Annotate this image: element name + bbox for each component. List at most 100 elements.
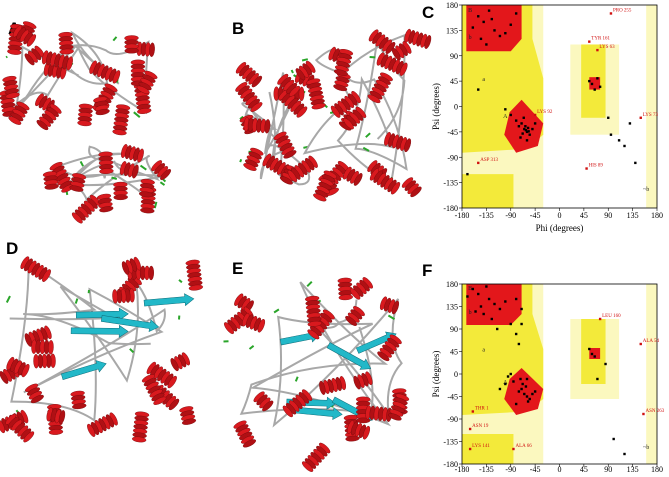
helix (388, 393, 410, 421)
helix (379, 296, 400, 315)
helix (141, 374, 167, 405)
allowed-regions (462, 5, 657, 208)
residue-point (520, 122, 523, 125)
helix-turn (223, 322, 234, 335)
outlier-point (585, 167, 588, 170)
residue-point (498, 307, 502, 311)
y-tick-label: 180 (446, 1, 458, 10)
helix (112, 104, 131, 136)
residue-point (519, 377, 522, 381)
y-tick-label: 180 (446, 280, 458, 289)
residue-point (471, 287, 475, 291)
helix-turn (149, 42, 155, 57)
helix-turn (343, 118, 354, 130)
residue-point (487, 297, 491, 301)
residue-point (528, 397, 531, 401)
helix (243, 147, 264, 171)
helix-turn (282, 405, 293, 418)
helix-turn (283, 150, 297, 159)
residue-point (474, 310, 477, 313)
helix (146, 361, 177, 389)
residue-point (490, 17, 493, 21)
residue-point (533, 122, 537, 125)
panel-label: C (422, 3, 434, 22)
helix-turn (250, 102, 263, 112)
residue-point (479, 305, 483, 308)
helix-turn (23, 431, 35, 443)
residue-point (506, 375, 510, 378)
residue-point (524, 125, 527, 128)
residue-point (485, 43, 488, 46)
residue-point (466, 172, 469, 176)
helix (41, 50, 73, 71)
helix (24, 45, 45, 66)
residue-point (490, 317, 493, 321)
panel-label: B (232, 19, 244, 38)
y-tick-label: -180 (443, 204, 458, 213)
helix (333, 48, 354, 76)
helix-turn (181, 418, 197, 425)
helix-turn (391, 47, 401, 61)
helix-turn (71, 212, 83, 224)
helix (113, 181, 128, 201)
outlier-point (639, 116, 642, 119)
strand (60, 360, 107, 380)
helix-turn (377, 351, 390, 362)
helix-turn (251, 75, 263, 88)
helix (368, 29, 396, 55)
region-label: a (482, 348, 485, 354)
helix (306, 78, 326, 110)
helix-turn (112, 289, 118, 304)
x-tick-label: 135 (627, 465, 639, 474)
y-tick-label: 90 (450, 325, 458, 334)
outlier-point (468, 427, 472, 431)
helix-turn (132, 164, 139, 179)
helix (87, 412, 118, 437)
y-tick-label: 135 (446, 26, 458, 35)
helix-turn (424, 35, 432, 49)
helix-turn (298, 86, 305, 102)
residue-point (612, 437, 615, 441)
helix-turn (148, 265, 154, 281)
residue-point (479, 37, 483, 41)
helix-turn (140, 207, 155, 214)
residue-point (590, 352, 594, 356)
residue-point (596, 377, 599, 381)
helix-turn (24, 333, 33, 347)
helix (376, 52, 408, 76)
helix-turn (388, 413, 402, 421)
helix-turn (243, 163, 257, 171)
residue-point (588, 347, 591, 351)
residue-point (514, 332, 518, 336)
helix-turn (95, 108, 110, 116)
outlier-point (588, 40, 591, 43)
helix-turn (333, 69, 348, 76)
helix (243, 117, 271, 134)
helix-turn (131, 436, 147, 443)
outlier-point (596, 48, 599, 52)
residue-point (517, 125, 521, 128)
outlier-point (512, 447, 515, 451)
y-axis-title: Psi (degrees) (431, 83, 441, 130)
outlier-point (642, 412, 645, 416)
strand (75, 307, 129, 321)
strand (143, 293, 195, 307)
y-tick-label: 45 (450, 77, 458, 86)
residue-point (487, 9, 491, 12)
helix (353, 371, 373, 390)
helix-turn (72, 403, 87, 410)
region-label: b (469, 310, 472, 316)
x-tick-label: -45 (530, 465, 541, 474)
panel-label: D (6, 239, 18, 258)
y-tick-label: 90 (450, 52, 458, 61)
helix (69, 173, 87, 192)
helix-turn (296, 106, 308, 118)
residue-point (517, 342, 521, 346)
helix (33, 353, 56, 369)
y-tick-label: -90 (447, 415, 458, 424)
helix (349, 277, 373, 300)
helix (119, 161, 139, 179)
x-tick-label: 45 (580, 465, 588, 474)
helix (235, 62, 263, 88)
